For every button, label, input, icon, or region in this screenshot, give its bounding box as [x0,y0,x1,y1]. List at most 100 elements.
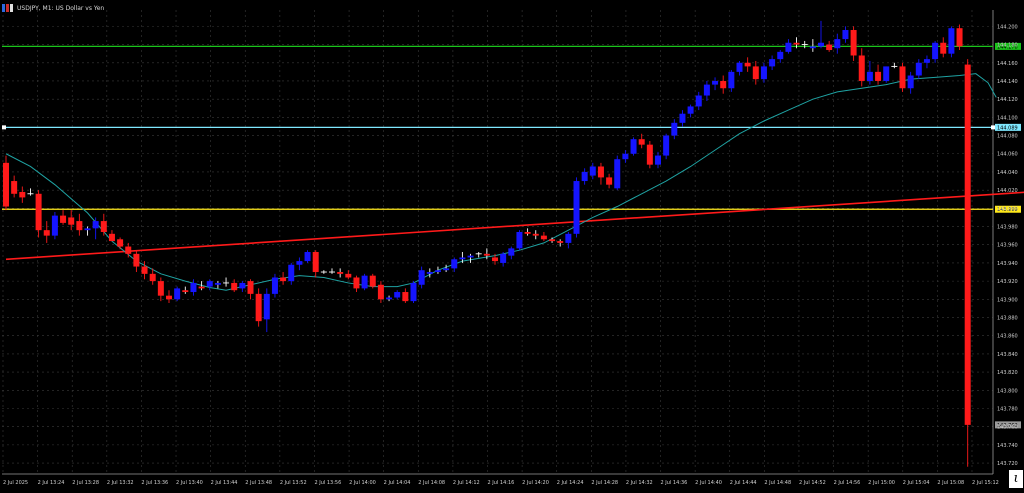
candle [948,26,955,58]
candle-body [443,268,450,271]
candle-body [850,30,857,56]
candle [459,252,466,263]
candle [492,253,498,265]
candle [883,66,890,83]
candle-body [141,266,148,274]
candle [630,137,637,156]
candle-body [630,139,637,154]
axis-layer: 144.200 144.180 144.160 144.140 144.120 144.1… [3,24,1018,486]
candle-body [752,66,759,80]
x-tick-label: 2 Jul 14:12 [453,480,480,486]
candle [508,246,515,260]
candle-body [744,62,751,67]
level-price-tag [995,205,1021,213]
candle-body [239,282,246,289]
candle [296,257,303,271]
candle-body [826,44,833,51]
candle-body [190,282,197,293]
candle-body [923,59,930,63]
level-price-label: 144.178 [997,44,1018,50]
candle-body [679,113,686,123]
candle [663,133,670,160]
candle-body [948,28,955,54]
x-tick-label: 2 Jul 13:24 [38,480,65,486]
candle [597,162,604,185]
candle-body [655,155,661,165]
candle [100,213,107,236]
candle-body [492,257,498,262]
candle [166,290,172,303]
candle [703,80,710,101]
candle [475,252,482,258]
candle [3,155,9,211]
candle-body [345,273,352,278]
candle-body [899,66,906,89]
candle [231,279,238,293]
y-tick-label: 143.840 [997,352,1018,358]
candle-body [84,228,91,231]
candle [785,39,792,54]
y-tick-label: 143.900 [997,297,1018,303]
x-tick-label: 2 Jul 14:44 [730,480,757,486]
grid-layer [2,10,994,475]
x-tick-label: 2 Jul 15:12 [972,480,999,486]
candle [524,228,531,236]
candle-body [402,292,409,302]
candle-body [760,66,767,80]
candle-body [687,106,694,114]
y-tick-label: 143.960 [997,243,1018,249]
candle [646,141,653,169]
x-tick-label: 2 Jul 14:52 [799,480,826,486]
candle-body [214,282,221,285]
candle [271,273,278,298]
candle [891,62,898,69]
candle [638,133,645,149]
y-tick-label: 144.200 [997,24,1018,30]
candle [312,250,319,278]
candle-body [915,62,922,76]
x-tick-label: 2 Jul 13:48 [245,480,272,486]
candle-body [51,215,58,236]
x-tick-label: 2 Jul 13:52 [280,480,307,486]
candle [565,231,572,249]
level-handle-left [2,125,6,130]
candle [467,253,474,263]
y-tick-label: 143.740 [997,443,1018,449]
candle [157,277,164,302]
y-tick-label: 143.880 [997,316,1018,322]
candle-body [108,233,115,242]
candle [190,279,197,296]
current-price-label: 143.762 [997,423,1018,429]
candle-body [19,191,26,198]
candle-body [540,235,547,240]
candle [214,281,221,289]
candle-body [883,66,890,81]
candle-body [434,270,441,273]
candle [35,190,42,238]
candle [671,119,678,140]
x-tick-label: 2 Jul 15:08 [937,480,964,486]
candle-body [573,181,580,234]
x-tick-label: 2 Jul 14:16 [488,480,515,486]
candle-body [312,252,319,273]
candle [11,175,18,198]
candle-body [557,241,564,243]
candle-body [337,272,344,274]
x-tick-label: 2 Jul 14:48 [764,480,791,486]
candle [687,104,694,118]
candle-body [516,231,523,249]
candle [850,26,857,61]
candle [532,230,539,240]
candle-body [842,30,849,40]
candle-body [125,246,132,254]
candle [182,286,189,294]
candle-body [426,272,433,274]
candle [345,270,352,280]
candle-body [875,71,882,81]
candle-body [174,288,181,300]
candle [728,70,735,92]
corner-indicator-icon: ι [1009,470,1023,488]
candle-body [68,217,75,225]
